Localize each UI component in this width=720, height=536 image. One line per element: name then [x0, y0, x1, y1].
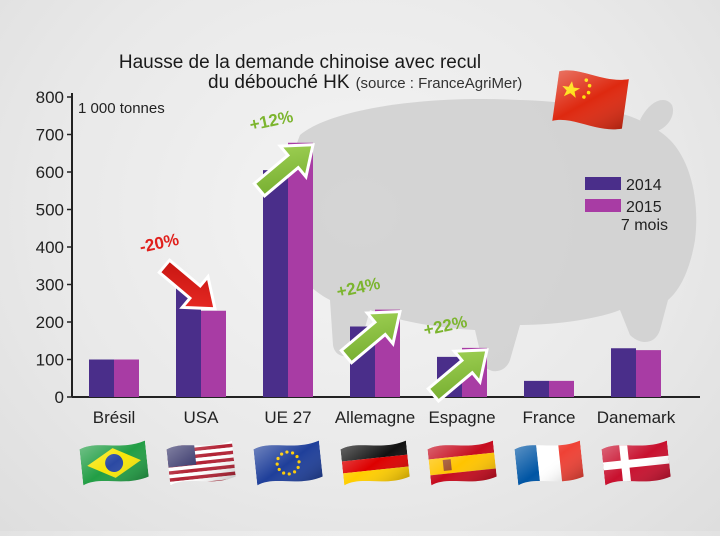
- eu-flag: [253, 440, 323, 486]
- up-arrow-icon: [252, 143, 315, 198]
- axes: 0 100 200 300 400 500 600 700 800: [36, 88, 700, 407]
- bar-2014-2: [263, 170, 288, 397]
- brazil-flag: [79, 440, 149, 486]
- unit-label: 1 000 tonnes: [78, 100, 165, 117]
- legend-swatch-2015: [585, 199, 621, 212]
- bar-2014-5: [524, 380, 549, 397]
- x-tick-labels: Brésil USA UE 27 Allemagne Espagne France Dane…: [93, 408, 676, 427]
- bar-2015-0: [114, 359, 139, 397]
- pig-silhouette: [280, 99, 697, 372]
- chart-title-line1: Hausse de la demande chinoise avec recul: [119, 52, 481, 73]
- legend-label-2014: 2014: [626, 177, 662, 194]
- x-tick-label: UE 27: [264, 408, 311, 427]
- legend: 2014 2015 7 mois: [585, 177, 668, 234]
- bar-2015-1: [201, 310, 226, 397]
- y-tick-label: 600: [36, 163, 64, 182]
- bar-2015-6: [636, 350, 661, 397]
- up-arrow-icon: [426, 348, 489, 404]
- bar-2015-2: [288, 142, 313, 397]
- germany-flag: [340, 440, 410, 486]
- x-tick-label: USA: [184, 408, 220, 427]
- legend-note: 7 mois: [621, 217, 668, 234]
- annotation-label: +12%: [248, 107, 295, 135]
- x-tick-label: France: [523, 408, 576, 427]
- flags: [79, 440, 671, 486]
- legend-swatch-2014: [585, 177, 621, 190]
- bar-2014-6: [611, 348, 636, 397]
- annotation-allemagne: +24%: [335, 274, 402, 365]
- chart-title-line2: du débouché HK (source : FranceAgriMer): [208, 72, 522, 93]
- bar-2014-0: [89, 359, 114, 397]
- annotations: -20%+12%+24%+22%: [138, 107, 489, 404]
- spain-flag: [427, 440, 497, 486]
- denmark-flag: [601, 440, 671, 486]
- up-arrow-icon: [339, 310, 402, 365]
- y-tick-label: 800: [36, 88, 64, 107]
- china-flag: [552, 70, 629, 130]
- annotation-label: -20%: [138, 230, 181, 257]
- x-tick-label: Danemark: [597, 408, 676, 427]
- y-tick-label: 500: [36, 201, 64, 220]
- y-tick-label: 400: [36, 238, 64, 257]
- france-flag: [514, 440, 584, 486]
- x-tick-label: Espagne: [428, 408, 495, 427]
- bar-2015-5: [549, 380, 574, 397]
- y-tick-label: 300: [36, 276, 64, 295]
- x-tick-label: Allemagne: [335, 408, 415, 427]
- usa-flag: [166, 440, 236, 486]
- chart-source: (source : FranceAgriMer): [356, 75, 523, 92]
- y-tick-label: 700: [36, 126, 64, 145]
- x-tick-label: Brésil: [93, 408, 136, 427]
- y-tick-label: 0: [55, 388, 64, 407]
- down-arrow-icon: [157, 258, 217, 311]
- y-tick-label: 100: [36, 351, 64, 370]
- chart-title-line2-main: du débouché HK: [208, 72, 350, 93]
- y-tick-label: 200: [36, 313, 64, 332]
- legend-label-2015: 2015: [626, 199, 662, 216]
